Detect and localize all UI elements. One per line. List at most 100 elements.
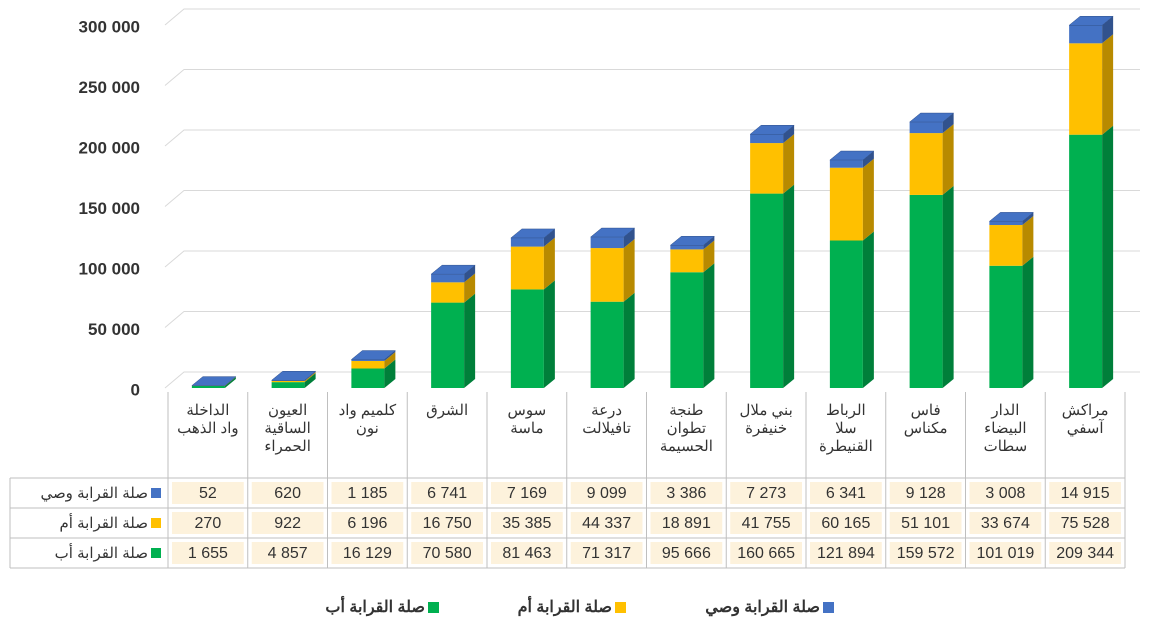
- x-tick-label: الدار البيضاء سطات: [983, 402, 1028, 455]
- table-cell-bg: [331, 542, 404, 564]
- bar-segment: [191, 385, 225, 388]
- legend-swatch: [151, 488, 161, 498]
- table-cell-bg: [331, 512, 404, 534]
- table-cell-bg: [1049, 512, 1121, 534]
- bar-segment: [829, 240, 863, 388]
- bar-segment: [909, 133, 943, 195]
- table-cell-bg: [570, 512, 643, 534]
- x-tick-label: الداخلة واد الذهب: [177, 402, 239, 437]
- table-value: 3 386: [666, 485, 706, 502]
- x-tick-label: مراكش آسفي: [1061, 402, 1109, 437]
- y-tick-label: 150 000: [79, 199, 140, 218]
- bar-side: [703, 236, 715, 250]
- x-tick-label: طنجة تطوان الحسيمة: [659, 402, 713, 455]
- table-cell-bg: [570, 482, 643, 504]
- table-value: 7 169: [507, 485, 547, 502]
- grid-line: [164, 311, 1140, 328]
- table-cell-bg: [889, 482, 962, 504]
- grid-line: [164, 8, 1140, 26]
- table-value: 620: [274, 485, 301, 502]
- bar-side: [942, 124, 954, 195]
- y-tick-label: 250 000: [79, 78, 140, 97]
- bar-segment: [670, 245, 704, 250]
- table-value: 75 528: [1061, 515, 1110, 532]
- table-value: 44 337: [582, 515, 631, 532]
- table-cell-bg: [331, 482, 404, 504]
- bar-segment: [1069, 43, 1103, 135]
- bar-side: [703, 263, 715, 388]
- table-value: 6 741: [427, 485, 467, 502]
- table-value: 1 655: [188, 545, 228, 562]
- table-value: 16 129: [343, 545, 392, 562]
- y-tick-label: 50 000: [88, 320, 140, 339]
- table-value: 9 128: [906, 485, 946, 502]
- bar-side: [464, 265, 476, 283]
- x-tick-label: العيون الساقية الحمراء: [264, 402, 311, 455]
- bar-segment: [989, 221, 1023, 226]
- bar-side: [464, 293, 476, 388]
- bar-side: [942, 113, 954, 134]
- bar-top: [829, 150, 875, 161]
- grid-line: [164, 129, 1140, 147]
- table-value: 81 463: [502, 545, 551, 562]
- x-tick-label: فاس مكناس: [903, 402, 948, 437]
- bar-segment: [271, 382, 305, 388]
- bar-top: [270, 371, 317, 381]
- bar-top: [430, 264, 476, 275]
- table-value: 14 915: [1061, 485, 1110, 502]
- bar-side: [1102, 34, 1114, 135]
- grid-line: [164, 190, 1140, 207]
- bar-side: [783, 134, 795, 194]
- bar-top: [988, 212, 1035, 222]
- bar-side: [862, 231, 874, 388]
- bar-top: [669, 236, 716, 246]
- bar-side: [1102, 125, 1114, 389]
- table-value: 4 857: [268, 545, 308, 562]
- table-value: 9 099: [587, 485, 627, 502]
- table-value: 52: [199, 485, 217, 502]
- bar-segment: [1069, 134, 1103, 388]
- bar-segment: [431, 282, 465, 303]
- table-value: 51 101: [901, 515, 950, 532]
- bar-side: [783, 125, 795, 144]
- table-value: 41 755: [742, 515, 791, 532]
- bar-side: [543, 228, 555, 247]
- table-cell-bg: [491, 482, 563, 504]
- bar-segment: [590, 237, 624, 249]
- table-cell-bg: [491, 542, 563, 564]
- bar-top: [191, 376, 237, 386]
- table-cell-bg: [730, 482, 802, 504]
- table-value: 70 580: [423, 545, 472, 562]
- x-tick-label: كلميم واد نون: [338, 402, 397, 437]
- x-tick-label: سوس ماسة: [507, 402, 547, 437]
- legend-label: صلة القرابة أم: [518, 595, 612, 617]
- bar-segment: [829, 167, 863, 241]
- y-tick-label: 100 000: [79, 259, 140, 278]
- x-tick-label: بني ملال خنيفرة: [739, 402, 793, 437]
- table-cell-bg: [172, 512, 244, 534]
- table-cell-bg: [411, 542, 483, 564]
- bar-side: [623, 292, 635, 388]
- bar-side: [464, 273, 476, 303]
- table-value: 6 196: [347, 515, 387, 532]
- legend-label: صلة القرابة وصي: [705, 599, 820, 617]
- table-cell-bg: [251, 542, 324, 564]
- table-row-label: صلة القرابة أم: [59, 513, 148, 532]
- bar-side: [224, 376, 236, 388]
- table-cell-bg: [810, 512, 882, 534]
- y-tick-label: 300 000: [79, 17, 140, 36]
- bar-segment: [351, 368, 385, 388]
- bar-segment: [271, 381, 305, 383]
- table-cell-bg: [650, 542, 723, 564]
- table-cell-bg: [411, 512, 483, 534]
- legend-swatch: [823, 602, 834, 613]
- table-cell-bg: [810, 542, 882, 564]
- bar-side: [384, 351, 396, 369]
- table-cell-bg: [810, 482, 882, 504]
- bar-side: [862, 151, 874, 168]
- table-value: 270: [195, 515, 222, 532]
- x-tick-label: الرباط سلا القنيطرة: [818, 402, 873, 455]
- table-cell-bg: [172, 482, 244, 504]
- bar-segment: [909, 194, 943, 388]
